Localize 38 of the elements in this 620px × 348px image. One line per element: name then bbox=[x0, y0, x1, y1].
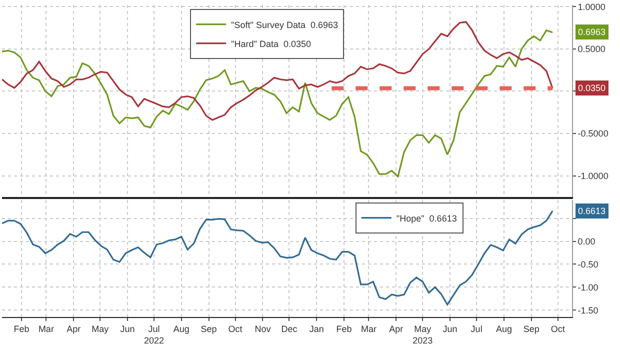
y-tick-label: -0.50 bbox=[578, 259, 598, 270]
y-tick-label: 1.0000 bbox=[578, 2, 606, 12]
legend-label: "Hard" Data 0.0350 bbox=[231, 38, 312, 49]
x-tick-label: May bbox=[92, 324, 110, 334]
y-tick-label: -1.50 bbox=[578, 305, 598, 316]
x-tick-label: Jun bbox=[120, 324, 135, 334]
y-tick-label: -0.5000 bbox=[578, 128, 608, 139]
y-tick-label: 0.5000 bbox=[578, 44, 606, 54]
x-tick-label: Oct bbox=[550, 324, 566, 334]
x-tick-label: Feb bbox=[336, 324, 352, 334]
legend-label: "Hope" 0.6613 bbox=[396, 213, 457, 224]
x-tick-label: Aug bbox=[173, 324, 190, 334]
annotation: 0.6963 bbox=[578, 27, 606, 37]
x-tick-label: Jun bbox=[442, 324, 458, 334]
x-tick-label: Sep bbox=[523, 324, 540, 334]
x-tick-label: Nov bbox=[254, 324, 272, 334]
line-series bbox=[2, 30, 554, 178]
x-tick-label: Jan bbox=[309, 324, 324, 334]
line-series bbox=[2, 210, 554, 306]
y-tick-label: -1.0000 bbox=[578, 170, 608, 181]
y-tick-label: -1.00 bbox=[578, 282, 598, 292]
x-tick-label: Sep bbox=[200, 324, 217, 334]
x-tick-label: Aug bbox=[496, 324, 512, 334]
x-tick-label: Dec bbox=[281, 324, 298, 334]
annotation: 0.0350 bbox=[578, 83, 606, 93]
x-tick-label: Mar bbox=[38, 324, 54, 334]
x-tick-label: Oct bbox=[228, 324, 243, 334]
x-tick-label: Mar bbox=[360, 324, 376, 334]
legend-label: "Soft" Survey Data 0.6963 bbox=[231, 20, 338, 30]
x-tick-label: Apr bbox=[389, 324, 404, 334]
x-tick-label: Jul bbox=[470, 324, 482, 334]
annotation: 0.6613 bbox=[578, 206, 606, 216]
x-tick-label: Feb bbox=[14, 324, 30, 334]
x-tick-label: Jul 2022 bbox=[144, 324, 164, 346]
line-series bbox=[2, 21, 554, 121]
x-tick-label: Apr bbox=[66, 324, 81, 334]
x-tick-label: May 2023 bbox=[412, 324, 433, 346]
y-tick-label: 0.00 bbox=[578, 236, 596, 246]
